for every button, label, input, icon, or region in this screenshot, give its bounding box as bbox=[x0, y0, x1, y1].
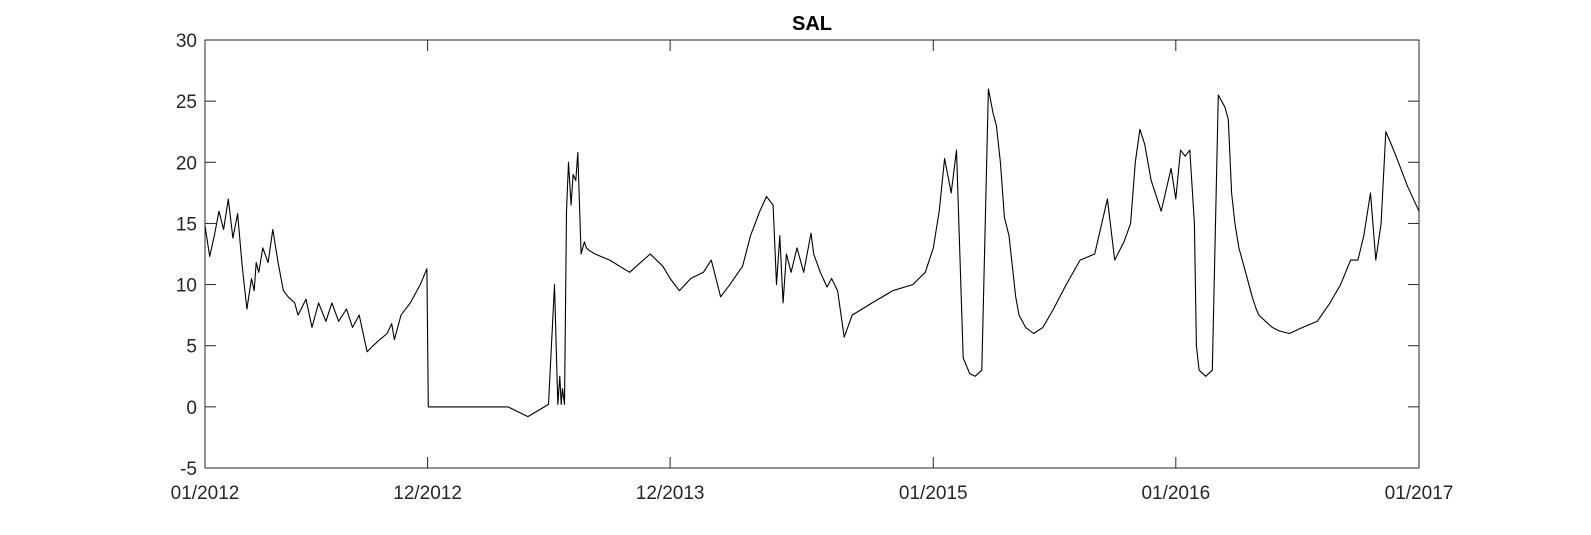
y-tick-label: -5 bbox=[180, 459, 197, 480]
y-tick-labels: -5 0 5 10 15 20 25 30 bbox=[176, 31, 197, 480]
x-tick-label: 01/2012 bbox=[171, 483, 240, 504]
y-tick-label: 20 bbox=[176, 153, 197, 174]
plot-area-frame bbox=[204, 39, 1420, 469]
x-tick-label: 01/2016 bbox=[1141, 483, 1210, 504]
x-tick-label: 12/2012 bbox=[393, 483, 462, 504]
y-tick-label: 0 bbox=[186, 398, 197, 419]
x-tick-label: 12/2013 bbox=[636, 483, 705, 504]
y-tick-label: 10 bbox=[176, 276, 197, 297]
x-tick-labels: 01/2012 12/2012 12/2013 01/2015 01/2016 01/20… bbox=[171, 483, 1454, 504]
y-tick-label: 25 bbox=[176, 92, 197, 113]
y-tick-label: 30 bbox=[176, 31, 197, 52]
axis-ticks bbox=[204, 39, 1420, 469]
y-tick-label: 5 bbox=[186, 337, 197, 358]
x-tick-label: 01/2015 bbox=[899, 483, 968, 504]
chart-title: SAL bbox=[792, 13, 832, 35]
x-tick-label: 01/2017 bbox=[1385, 483, 1454, 504]
series-line bbox=[204, 88, 1420, 418]
y-tick-label: 15 bbox=[176, 214, 197, 235]
